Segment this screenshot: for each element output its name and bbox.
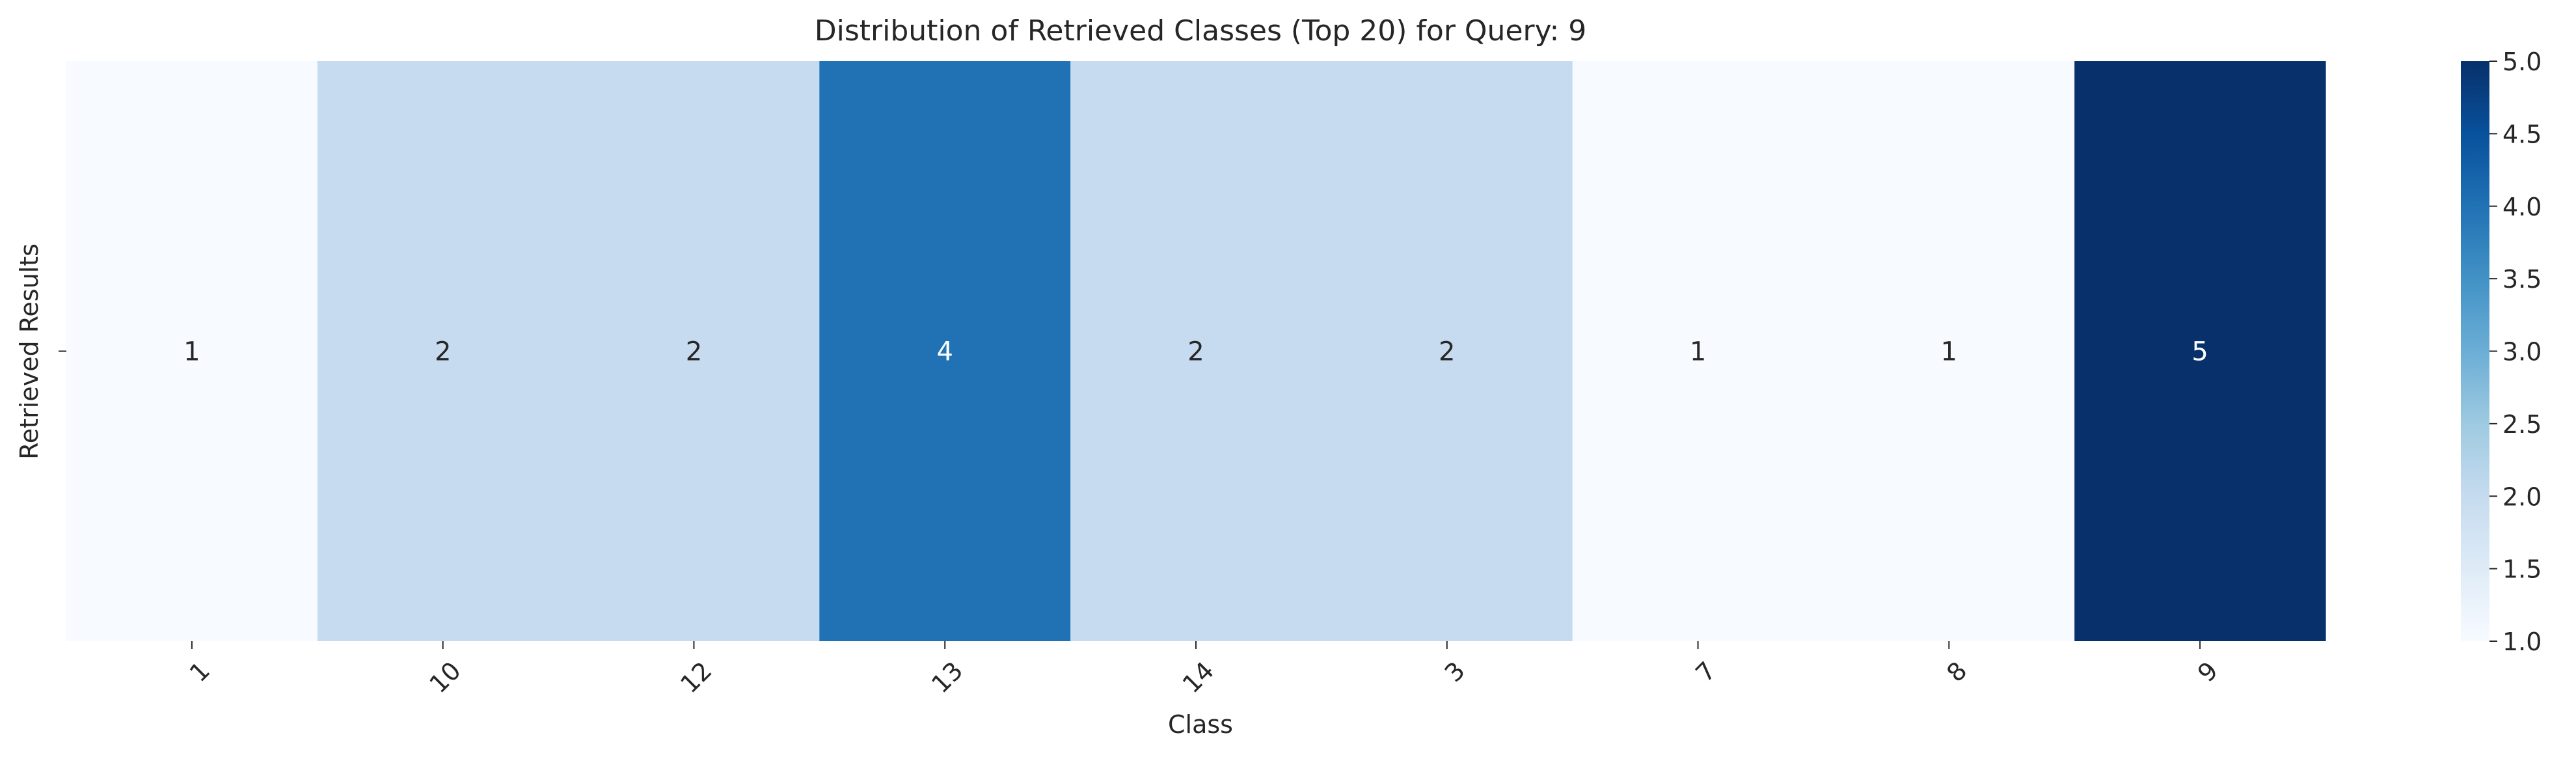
colorbar-tick-label: 1.5 xyxy=(2502,555,2542,584)
heatmap-cell xyxy=(568,61,820,641)
cell-value-label: 1 xyxy=(1690,337,1706,367)
x-tick-label: 8 xyxy=(1941,656,1972,687)
heatmap-cell xyxy=(317,61,569,641)
heatmap-cell xyxy=(1321,61,1573,641)
cell-value-label: 4 xyxy=(936,337,953,367)
x-tick-label: 12 xyxy=(675,656,717,698)
x-axis-ticks: 1 10 12 13 14 3 7 8 9 xyxy=(184,641,2223,698)
cell-value-labels: 1 2 2 4 2 2 1 1 5 xyxy=(183,337,2208,367)
heatmap-cell xyxy=(1823,61,2075,641)
cell-value-label: 2 xyxy=(1439,337,1455,367)
heatmap-cell xyxy=(2074,61,2326,641)
colorbar-tick-label: 2.0 xyxy=(2502,482,2542,511)
x-tick-label: 3 xyxy=(1439,656,1471,687)
heatmap-cell xyxy=(1070,61,1322,641)
colorbar-tick-label: 3.0 xyxy=(2502,338,2542,366)
x-tick-label: 14 xyxy=(1177,656,1219,698)
x-axis-label: Class xyxy=(1168,710,1233,739)
cell-value-label: 5 xyxy=(2191,337,2208,367)
colorbar-tick-label: 4.5 xyxy=(2502,120,2542,148)
x-tick-label: 1 xyxy=(184,656,215,687)
colorbar-tick-label: 2.5 xyxy=(2502,410,2542,439)
heatmap-cell xyxy=(1572,61,1824,641)
x-tick-label: 10 xyxy=(424,656,467,698)
x-tick-label: 9 xyxy=(2192,656,2223,687)
cell-value-label: 2 xyxy=(1187,337,1204,367)
colorbar-ticks: 1.0 1.5 2.0 2.5 3.0 3.5 4.0 4.5 5.0 xyxy=(2489,48,2542,656)
colorbar-tick-label: 4.0 xyxy=(2502,193,2542,221)
cell-value-label: 1 xyxy=(1941,337,1957,367)
heatmap-cell xyxy=(819,61,1071,641)
colorbar-tick-label: 1.0 xyxy=(2502,628,2542,656)
cell-value-label: 2 xyxy=(435,337,451,367)
heatmap-cells xyxy=(66,61,2326,641)
cell-value-label: 2 xyxy=(686,337,702,367)
chart-title: Distribution of Retrieved Classes (Top 2… xyxy=(815,14,1587,48)
colorbar xyxy=(2461,61,2489,641)
colorbar-tick-label: 5.0 xyxy=(2502,48,2542,76)
colorbar-tick-label: 3.5 xyxy=(2502,265,2542,294)
cell-value-label: 1 xyxy=(183,337,200,367)
x-tick-label: 13 xyxy=(926,656,968,698)
y-axis-label: Retrieved Results xyxy=(15,243,44,460)
heatmap-cell xyxy=(66,61,318,641)
x-tick-label: 7 xyxy=(1690,656,1722,687)
